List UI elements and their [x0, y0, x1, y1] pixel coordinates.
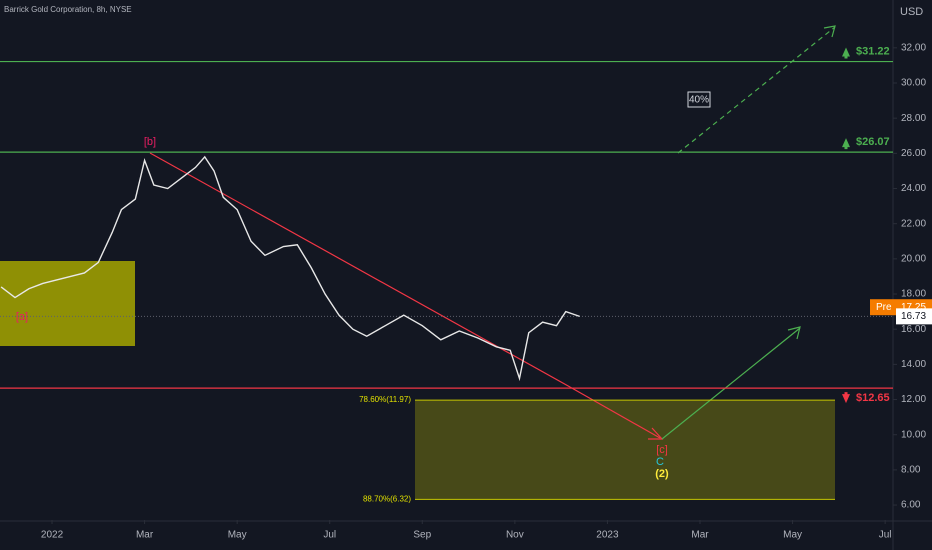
level-label: $31.22	[856, 45, 890, 57]
pre-price: 17.25	[901, 302, 926, 313]
arrow-head	[823, 25, 836, 38]
y-tick-label: 30.00	[901, 78, 926, 89]
wave-label: [c]	[656, 444, 668, 456]
y-tick-label: 6.00	[901, 500, 921, 511]
y-tick-label: 26.00	[901, 148, 926, 159]
probability-box	[687, 91, 711, 108]
y-tick-label: 22.00	[901, 218, 926, 229]
y-tick-label: 12.00	[901, 394, 926, 405]
wave-label: [a]	[16, 311, 28, 323]
probability: 40%	[689, 95, 709, 106]
projection-arrow	[569, 386, 661, 439]
wave-label: [b]	[144, 136, 156, 148]
x-tick-label: Jul	[879, 530, 892, 541]
last-tag-bg	[896, 308, 932, 325]
level-label: $26.07	[856, 136, 890, 148]
y-tick-label: 18.00	[901, 289, 926, 300]
level-label: $12.65	[856, 392, 890, 404]
x-tick-label: May	[783, 530, 802, 541]
x-tick-label: May	[228, 530, 247, 541]
wave-label: C	[656, 456, 664, 468]
x-tick-label: 2022	[41, 530, 64, 541]
wave-label: (2)	[655, 468, 669, 480]
arrow-head	[787, 326, 801, 340]
x-tick-label: Mar	[691, 530, 709, 541]
x-tick-label: Jul	[323, 530, 336, 541]
y-tick-label: 16.00	[901, 324, 926, 335]
y-tick-label: 14.00	[901, 359, 926, 370]
fib-label: 78.60%(11.97)	[359, 395, 411, 404]
x-tick-label: Sep	[413, 530, 431, 541]
level-arrow	[842, 392, 850, 404]
y-tick-label: 24.00	[901, 183, 926, 194]
last-price: 16.73	[901, 311, 926, 322]
currency: USD	[900, 6, 923, 18]
projection-arrow	[661, 327, 801, 440]
y-tick-label: 10.00	[901, 429, 926, 440]
x-tick-label: 2023	[596, 530, 619, 541]
x-tick-label: Mar	[136, 530, 154, 541]
projection-arrow	[677, 26, 836, 154]
price-line-series	[0, 155, 580, 382]
level-arrow	[842, 47, 850, 59]
fib-label: 88.70%(6.32)	[363, 495, 411, 504]
y-tick-label: 8.00	[901, 465, 921, 476]
level-arrow	[842, 138, 850, 150]
y-tick-label: 20.00	[901, 253, 926, 264]
pre-tag: Pre	[876, 302, 892, 313]
y-tick-label: 32.00	[901, 42, 926, 53]
zone-box	[0, 261, 135, 346]
x-tick-label: Nov	[506, 530, 524, 541]
fib-zone	[415, 400, 835, 500]
chart-title: Barrick Gold Corporation, 8h, NYSE	[4, 5, 132, 14]
y-tick-label: 28.00	[901, 113, 926, 124]
